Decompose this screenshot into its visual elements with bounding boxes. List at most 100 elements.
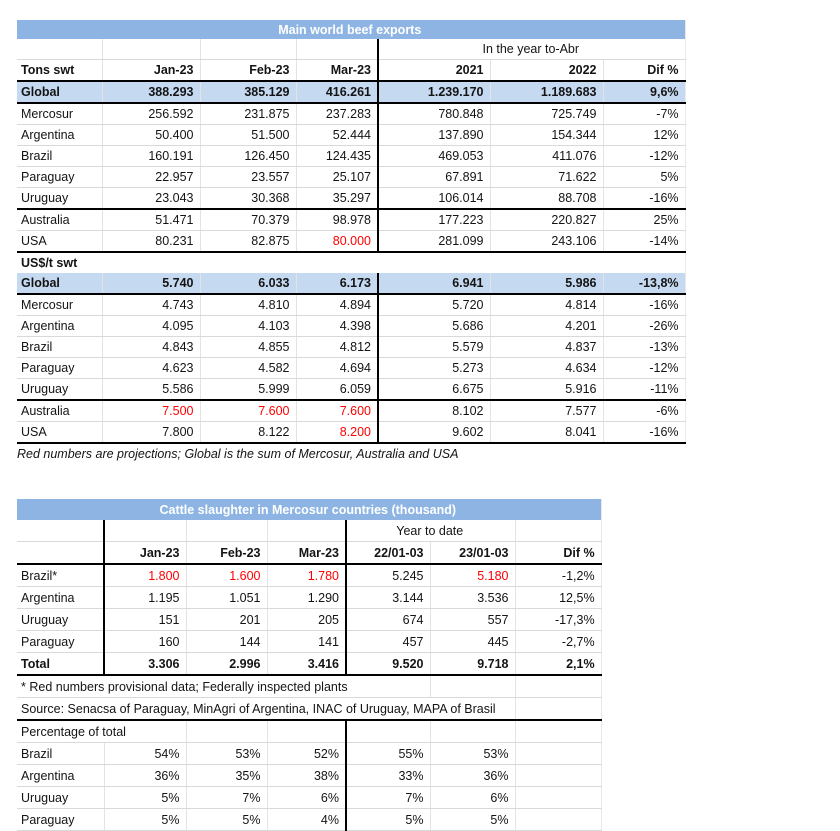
- value-cell: 160.191: [101, 145, 200, 167]
- value-cell: 5.999: [199, 378, 296, 401]
- value-cell: 5%: [185, 808, 267, 831]
- table-row: Australia 51.471 70.379 98.978 177.223 220.82…: [17, 209, 686, 231]
- row-label: Mercosur: [17, 103, 103, 125]
- cattle-percentage-section: Brazil 54% 53% 52% 55% 53% Argentina 36% 35% 38% 3…: [17, 742, 602, 831]
- table-row: Global 388.293 385.129 416.261 1.239.170 1.18…: [17, 81, 686, 104]
- value-cell: [514, 742, 602, 765]
- value-cell: 154.344: [489, 124, 603, 146]
- column-header: Jan-23: [101, 59, 200, 82]
- value-cell: 80.000: [295, 230, 378, 253]
- row-label: Paraguay: [17, 808, 105, 831]
- value-cell: 1.800: [103, 564, 186, 587]
- value-cell: 445: [429, 630, 515, 653]
- beef-table-footnote: Red numbers are projections; Global is t…: [17, 447, 459, 461]
- value-cell: 25.107: [295, 166, 378, 188]
- value-cell: 4.201: [489, 315, 603, 337]
- beef-tons-section: Global 388.293 385.129 416.261 1.239.170 1.18…: [17, 81, 686, 253]
- value-cell: 5.586: [101, 378, 200, 401]
- table-row: Brazil 160.191 126.450 124.435 469.053 411.07…: [17, 145, 686, 167]
- value-cell: 5%: [429, 808, 515, 831]
- value-cell: 281.099: [377, 230, 490, 253]
- value-cell: 4.855: [199, 336, 296, 358]
- empty-cell: [17, 520, 105, 542]
- table-row: Uruguay 5% 7% 6% 7% 6%: [17, 786, 602, 809]
- value-cell: 5.986: [489, 273, 603, 295]
- beef-table-title: Main world beef exports: [17, 20, 686, 39]
- value-cell: -17,3%: [514, 608, 602, 631]
- value-cell: 4.634: [489, 357, 603, 379]
- column-header: 2021: [377, 59, 490, 82]
- value-cell: 30.368: [199, 187, 296, 210]
- empty-cell: [429, 720, 515, 743]
- table-row: Paraguay 4.623 4.582 4.694 5.273 4.634 -12%: [17, 357, 686, 379]
- value-cell: 9,6%: [602, 81, 686, 104]
- value-cell: 82.875: [199, 230, 296, 253]
- value-cell: [514, 764, 602, 787]
- value-cell: 177.223: [377, 209, 490, 231]
- value-cell: 70.379: [199, 209, 296, 231]
- table-row: Paraguay 160 144 141 457 445 -2,7%: [17, 630, 602, 653]
- column-header: 22/01-03: [345, 541, 430, 565]
- row-label: Mercosur: [17, 294, 103, 316]
- column-header: Dif %: [602, 59, 686, 82]
- empty-cell: [514, 675, 602, 698]
- value-cell: -16%: [602, 187, 686, 210]
- value-cell: 5%: [345, 808, 430, 831]
- value-cell: 51.471: [101, 209, 200, 231]
- table-row: Argentina 4.095 4.103 4.398 5.686 4.201 -26%: [17, 315, 686, 337]
- value-cell: 8.122: [199, 421, 296, 444]
- value-cell: 469.053: [377, 145, 490, 167]
- value-cell: 5.686: [377, 315, 490, 337]
- value-cell: 4.743: [101, 294, 200, 316]
- row-label: Argentina: [17, 586, 105, 609]
- row-label: Uruguay: [17, 378, 103, 401]
- cattle-footnote-source: Source: Senacsa of Paraguay, MinAgri of …: [17, 697, 515, 721]
- cattle-source-row: Source: Senacsa of Paraguay, MinAgri of …: [17, 697, 602, 721]
- table-row: Total 3.306 2.996 3.416 9.520 9.718 2,1%: [17, 652, 602, 676]
- row-label: Uruguay: [17, 187, 103, 210]
- row-label: Global: [17, 81, 103, 104]
- row-label: Paraguay: [17, 630, 105, 653]
- table-row: Uruguay 5.586 5.999 6.059 6.675 5.916 -11%: [17, 378, 686, 401]
- value-cell: 4.623: [101, 357, 200, 379]
- value-cell: 88.708: [489, 187, 603, 210]
- value-cell: 1.290: [266, 586, 346, 609]
- value-cell: 2.996: [185, 652, 267, 676]
- value-cell: -2,7%: [514, 630, 602, 653]
- column-header: Jan-23: [103, 541, 186, 565]
- value-cell: 126.450: [199, 145, 296, 167]
- value-cell: 1.239.170: [377, 81, 490, 104]
- value-cell: 3.306: [103, 652, 186, 676]
- value-cell: -12%: [602, 145, 686, 167]
- value-cell: 8.102: [377, 400, 490, 422]
- usd-section-label: US$/t swt: [21, 256, 78, 270]
- table-row: Brazil 4.843 4.855 4.812 5.579 4.837 -13%: [17, 336, 686, 358]
- empty-cell: [514, 720, 602, 743]
- table-row: Global 5.740 6.033 6.173 6.941 5.986 -13,8%: [17, 273, 686, 295]
- value-cell: 12,5%: [514, 586, 602, 609]
- value-cell: 52%: [266, 742, 346, 765]
- value-cell: 8.200: [295, 421, 378, 444]
- value-cell: 4.095: [101, 315, 200, 337]
- value-cell: 5%: [602, 166, 686, 188]
- column-header: Mar-23: [295, 59, 378, 82]
- value-cell: -12%: [602, 357, 686, 379]
- value-cell: 3.416: [266, 652, 346, 676]
- value-cell: 4%: [266, 808, 346, 831]
- row-label: Argentina: [17, 764, 105, 787]
- value-cell: 22.957: [101, 166, 200, 188]
- value-cell: 1.600: [185, 564, 267, 587]
- value-cell: 5%: [103, 808, 186, 831]
- value-cell: 137.890: [377, 124, 490, 146]
- value-cell: 38%: [266, 764, 346, 787]
- empty-cell: [102, 252, 200, 273]
- cattle-table-title: Cattle slaughter in Mercosur countries (…: [17, 499, 602, 520]
- value-cell: 457: [345, 630, 430, 653]
- value-cell: 35.297: [295, 187, 378, 210]
- value-cell: 1.195: [103, 586, 186, 609]
- value-cell: 5.916: [489, 378, 603, 401]
- empty-cell: [296, 252, 378, 273]
- value-cell: 124.435: [295, 145, 378, 167]
- value-cell: 36%: [103, 764, 186, 787]
- empty-cell: [17, 39, 103, 60]
